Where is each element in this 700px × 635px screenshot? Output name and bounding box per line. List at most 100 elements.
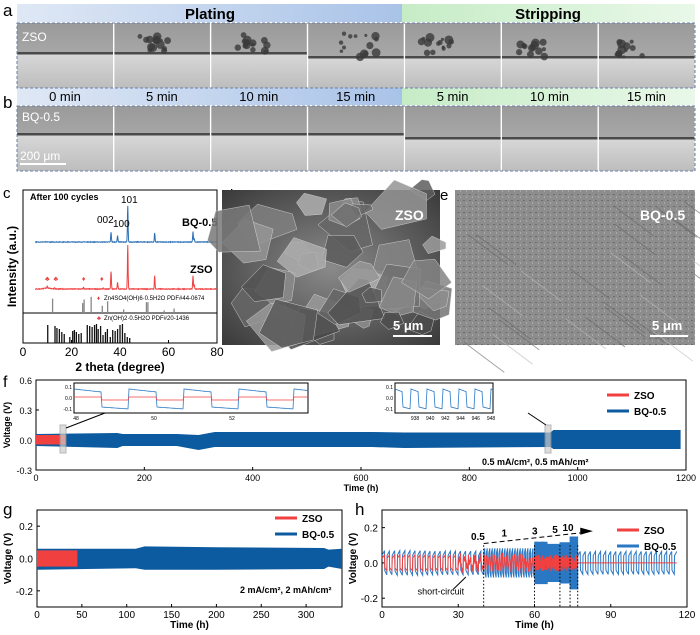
inset-y-tick-label: 0.0 bbox=[65, 396, 72, 402]
arrow-inset-1 bbox=[65, 412, 106, 429]
photo-zinc bbox=[210, 53, 307, 88]
x-tick-label: 0 bbox=[379, 610, 385, 621]
dendrite bbox=[161, 47, 168, 54]
dendrite bbox=[338, 40, 344, 45]
inset-x-tick-label: 946 bbox=[472, 416, 481, 422]
inset-y-tick-label: 0.0 bbox=[386, 396, 393, 402]
dendrite bbox=[164, 37, 172, 45]
inset-x-tick-label: 50 bbox=[151, 416, 157, 422]
photo-interface bbox=[404, 137, 501, 140]
inset-x-tick-label: 948 bbox=[487, 416, 496, 422]
photo-zinc bbox=[404, 138, 501, 171]
y-tick-label: 0.0 bbox=[364, 559, 378, 570]
x-axis-label: Time (h) bbox=[515, 620, 554, 631]
inset-x-tick-label: 942 bbox=[441, 416, 450, 422]
dendrite bbox=[535, 47, 543, 55]
dendrite bbox=[530, 41, 539, 50]
dendrite bbox=[430, 49, 436, 56]
inset-trace-bq bbox=[394, 388, 494, 410]
dendrite bbox=[515, 49, 523, 56]
sem-image-zso: ZSO 5 μm bbox=[207, 179, 453, 352]
series-label-bq: BQ-0.5 bbox=[182, 217, 217, 229]
inset-x-tick-label: 48 bbox=[73, 416, 79, 422]
photo-interface bbox=[113, 52, 210, 55]
y-tick-label: 0.6 bbox=[19, 376, 32, 386]
dendrite bbox=[341, 31, 347, 36]
photo-zinc bbox=[598, 57, 695, 88]
dendrite bbox=[421, 36, 426, 41]
panel-label-a: a bbox=[3, 1, 13, 20]
photo-interface bbox=[17, 133, 113, 136]
photo-zinc bbox=[113, 134, 210, 171]
photo-interface bbox=[113, 133, 210, 136]
zoom-region-1 bbox=[59, 424, 67, 454]
x-tick-label: 120 bbox=[679, 610, 696, 621]
x-axis-label: 2 theta (degree) bbox=[75, 360, 164, 374]
scale-bar-d-label: 5 μm bbox=[393, 318, 423, 333]
dendrite bbox=[366, 41, 374, 50]
time-band-stripping bbox=[402, 88, 695, 105]
dendrite bbox=[539, 38, 547, 46]
dendrite bbox=[374, 36, 379, 42]
dendrite bbox=[541, 47, 546, 52]
x-tick-label: 600 bbox=[353, 473, 368, 483]
rate-label: 5 bbox=[552, 525, 558, 536]
voltage-trace-zso bbox=[381, 552, 677, 574]
photo-zinc bbox=[210, 134, 307, 171]
dendrite bbox=[240, 32, 247, 38]
sem-image-bq: BQ-0.5 5 μm bbox=[455, 190, 700, 373]
zinc-flake bbox=[338, 260, 381, 293]
photo-interface bbox=[501, 56, 598, 59]
x-tick-label: 150 bbox=[163, 610, 180, 621]
photo-zinc bbox=[404, 57, 501, 88]
panel-label-g: g bbox=[3, 500, 12, 519]
dendrite bbox=[339, 49, 344, 53]
dendrite bbox=[364, 33, 368, 37]
photo-zinc bbox=[17, 53, 113, 88]
cycling-chart-g: 0 50 100 150 200 250 300 0.2 0.0 -0.2 Time (h) Volt… bbox=[3, 509, 343, 631]
dendrite bbox=[234, 44, 242, 51]
time-label: 15 min bbox=[336, 89, 375, 104]
x-tick-label: 50 bbox=[76, 610, 88, 621]
surface-streak bbox=[569, 268, 611, 300]
photo-interface bbox=[307, 133, 404, 136]
y-tick-label: -0.2 bbox=[361, 594, 379, 605]
zinc-flake bbox=[409, 179, 436, 201]
frame-a bbox=[16, 22, 696, 89]
legend-label: BQ-0.5 bbox=[644, 542, 677, 553]
x-tick-label: 60 bbox=[529, 610, 541, 621]
photo-interface bbox=[210, 52, 307, 55]
arrow-inset-2 bbox=[527, 412, 547, 426]
x-tick-label: 200 bbox=[137, 473, 152, 483]
time-label: 5 min bbox=[437, 89, 469, 104]
y-tick-label: 0.2 bbox=[19, 522, 33, 533]
photo-zinc bbox=[113, 53, 210, 88]
x-tick-label: 1000 bbox=[568, 473, 588, 483]
sem-background bbox=[455, 190, 695, 345]
cycling-chart-f: 0 200 400 600 800 1000 1200 0.6 0.3 0.0 -0.3 Time (… bbox=[2, 376, 696, 493]
zinc-flake bbox=[240, 264, 286, 302]
optical-images-zso bbox=[17, 23, 695, 88]
inset-y-tick-label: -0.1 bbox=[63, 407, 72, 413]
zinc-flake bbox=[276, 237, 327, 278]
photo-zinc bbox=[598, 138, 695, 171]
dendrite bbox=[629, 39, 634, 44]
x-tick-label: 0 bbox=[20, 345, 27, 359]
surface-streak bbox=[467, 234, 508, 265]
surface-streak bbox=[604, 306, 646, 338]
inset-x-tick-label: 938 bbox=[411, 416, 420, 422]
surface-streak bbox=[668, 214, 700, 240]
surface-streak bbox=[614, 223, 656, 255]
zinc-flake bbox=[207, 204, 261, 253]
surface-streak bbox=[482, 285, 523, 316]
inset-x-tick-label: 940 bbox=[426, 416, 435, 422]
zinc-flake bbox=[296, 192, 327, 216]
dendrite bbox=[260, 46, 269, 55]
panel-label-e: e bbox=[440, 187, 448, 204]
zinc-flake bbox=[401, 258, 452, 300]
dendrite bbox=[242, 41, 251, 50]
y-tick-label: 0.2 bbox=[364, 524, 378, 535]
surface-streak bbox=[521, 270, 562, 302]
x-axis-label: Time (h) bbox=[344, 483, 379, 493]
